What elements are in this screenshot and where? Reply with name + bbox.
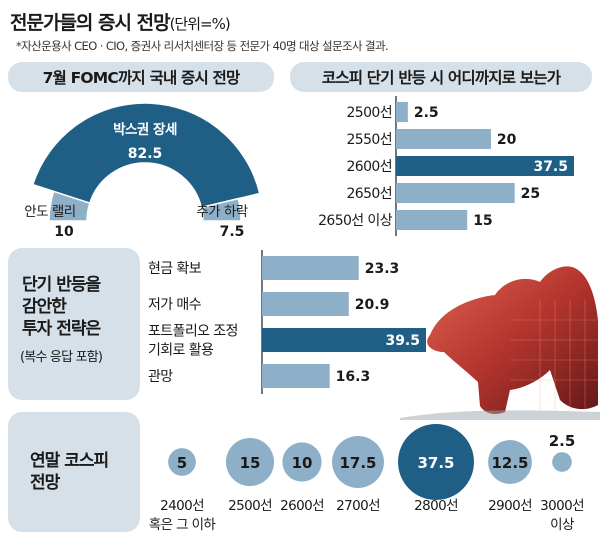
- bar-category-label: 2550선: [346, 132, 392, 148]
- bar: [262, 292, 349, 316]
- bubble-category-label: 2400선: [160, 498, 204, 514]
- bar: [396, 129, 491, 149]
- bar-value-label: 39.5: [385, 333, 420, 349]
- pie-slice-label: 박스권 장세: [113, 121, 177, 138]
- bubble: [552, 452, 572, 472]
- kospi-short-bar-chart: 2500선 2.5 2550선 20 2600선 37.5 2650선 25 2650선 이상 1…: [318, 96, 574, 236]
- bar-value-label: 2.5: [414, 105, 439, 121]
- survey-note: *자산운용사 CEO · CIO, 증권사 리서치센터장 등 전문가 40명 대…: [16, 39, 389, 53]
- bar-category-label: 현금 확보: [148, 261, 202, 277]
- bar: [396, 183, 515, 203]
- pie-value-label: 10: [54, 224, 74, 240]
- bubble-value-label: 2.5: [549, 432, 576, 450]
- bubble: [332, 436, 384, 488]
- pie-value-label: 7.5: [220, 224, 245, 240]
- bar: [396, 102, 408, 122]
- bar: [262, 256, 359, 280]
- bubble-category-label: 3000선: [540, 498, 584, 514]
- strategy-title-1: 단기 반등을: [22, 275, 101, 295]
- bar-category-label: 포트폴리오 조정: [148, 324, 238, 340]
- bar: [396, 210, 468, 230]
- bar-value-label: 37.5: [533, 159, 568, 175]
- bubble: [488, 440, 532, 484]
- bubble-value-label: 37.5: [417, 454, 454, 472]
- page-title: 전문가들의 증시 전망(단위=%): [10, 12, 231, 34]
- bar-value-label: 20.9: [355, 297, 390, 313]
- strategy-subtitle: (복수 응답 포함): [20, 350, 103, 365]
- strategy-panel: 단기 반등을 감안한 투자 전략은 (복수 응답 포함): [8, 248, 140, 400]
- bar: [262, 328, 426, 352]
- bubble-category-label: 2500선: [228, 498, 272, 514]
- bubble-value-label: 10: [292, 454, 313, 472]
- pie-slice-label: 추가 하락: [196, 204, 248, 220]
- bar-category-label: 관망: [148, 369, 173, 385]
- bubble-category-label: 2800선: [414, 498, 458, 514]
- bubble-category-label: 2900선: [488, 498, 532, 514]
- pie-value-label: 82.5: [128, 146, 163, 162]
- bar-category-label: 기회로 활용: [148, 343, 214, 359]
- strategy-title-2: 감안한: [22, 297, 67, 317]
- bubble-value-label: 15: [240, 454, 261, 472]
- bar: [396, 156, 574, 176]
- bubble-value-label: 5: [177, 454, 187, 472]
- bubble-value-label: 12.5: [491, 454, 528, 472]
- bar-value-label: 23.3: [365, 261, 400, 277]
- strategy-title-3: 투자 전략은: [22, 319, 101, 339]
- bear-illustration: [400, 266, 600, 420]
- yearend-title-2: 전망: [30, 473, 60, 493]
- bar-value-label: 25: [521, 186, 540, 202]
- unit-label: (단위=%): [169, 15, 231, 33]
- pie-slice: [200, 197, 242, 222]
- bar-category-label: 2500선: [346, 105, 392, 121]
- bar-category-label: 저가 매수: [148, 297, 202, 313]
- fomc-semicircle-chart: 안도 랠리 10 박스권 장세 82.5 추가 하락 7.5: [24, 102, 261, 240]
- bubble: [168, 448, 196, 476]
- bar-value-label: 15: [473, 213, 492, 229]
- pie-slice-label: 안도 랠리: [24, 204, 75, 220]
- bar-value-label: 16.3: [336, 369, 371, 385]
- fomc-chart-title: 7월 FOMC까지 국내 증시 전망: [8, 62, 274, 92]
- bubble-category-label: 2700선: [336, 498, 380, 514]
- bubble-category-label: 2600선: [280, 498, 324, 514]
- kospi-short-chart-title: 코스피 단기 반등 시 어디까지로 보는가: [290, 62, 592, 92]
- bubble: [398, 424, 474, 500]
- bar: [262, 364, 330, 388]
- bubble: [225, 437, 275, 487]
- bar-category-label: 2600선: [346, 159, 392, 175]
- pie-slice: [31, 102, 261, 209]
- yearend-title-1: 연말 코스피: [30, 451, 109, 471]
- bar-value-label: 20: [497, 132, 517, 148]
- bar-category-label: 2650선 이상: [318, 213, 393, 229]
- bubble-category-label: 혹은 그 이하: [149, 517, 217, 533]
- bubble-value-label: 17.5: [339, 454, 376, 472]
- bubble: [282, 442, 322, 482]
- yearend-panel: 연말 코스피 전망: [8, 412, 140, 532]
- bubble-category-label: 이상: [550, 517, 574, 533]
- bar-category-label: 2650선: [346, 186, 392, 202]
